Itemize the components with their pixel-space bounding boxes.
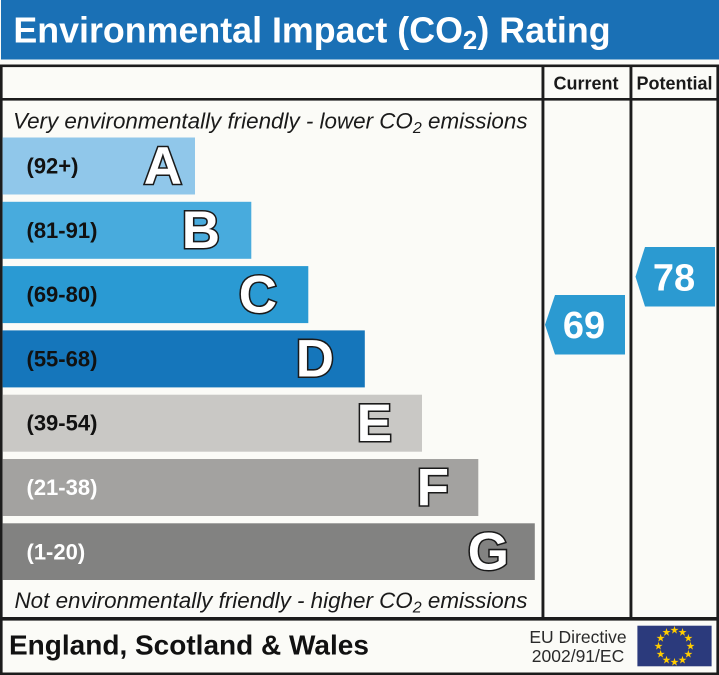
svg-text:C: C bbox=[239, 265, 277, 324]
svg-text:G: G bbox=[468, 523, 509, 582]
svg-text:Very environmentally friendly: Very environmentally friendly - lower CO… bbox=[13, 109, 528, 138]
svg-text:England, Scotland & Wales: England, Scotland & Wales bbox=[9, 629, 369, 660]
svg-text:2002/91/EC: 2002/91/EC bbox=[532, 646, 624, 666]
svg-text:(21-38): (21-38) bbox=[27, 475, 98, 500]
svg-text:EU Directive: EU Directive bbox=[529, 627, 626, 647]
svg-text:B: B bbox=[182, 201, 220, 260]
svg-text:Potential: Potential bbox=[636, 74, 712, 94]
svg-text:Environmental Impact (CO2) Rat: Environmental Impact (CO2) Rating bbox=[13, 11, 610, 56]
svg-text:69: 69 bbox=[563, 305, 605, 347]
svg-text:78: 78 bbox=[653, 258, 695, 300]
svg-text:(92+): (92+) bbox=[27, 154, 79, 179]
svg-text:D: D bbox=[296, 330, 334, 389]
svg-text:(39-54): (39-54) bbox=[27, 411, 98, 436]
svg-text:(69-80): (69-80) bbox=[27, 282, 98, 307]
svg-text:Current: Current bbox=[553, 74, 618, 94]
svg-text:(55-68): (55-68) bbox=[27, 346, 98, 371]
svg-text:(1-20): (1-20) bbox=[27, 539, 86, 564]
svg-text:E: E bbox=[357, 394, 392, 453]
svg-text:Not environmentally friendly -: Not environmentally friendly - higher CO… bbox=[15, 588, 528, 617]
svg-text:A: A bbox=[144, 137, 182, 196]
svg-text:F: F bbox=[417, 458, 449, 517]
svg-text:(81-91): (81-91) bbox=[27, 218, 98, 243]
